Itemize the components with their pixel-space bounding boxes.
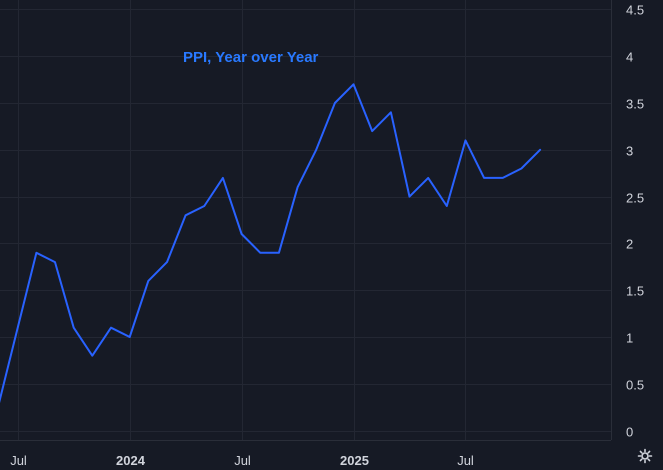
y-tick-label: 3.5 — [626, 97, 644, 112]
y-tick-label: 4.5 — [626, 3, 644, 18]
series — [0, 83, 542, 404]
x-tick-label: 2025 — [340, 453, 369, 468]
x-axis[interactable]: Jul 2024 Jul 2025 Jul — [10, 453, 474, 468]
x-tick-label: Jul — [10, 453, 27, 468]
y-tick-label: 0 — [626, 425, 633, 440]
x-tick-label: Jul — [234, 453, 251, 468]
y-tick-label: 2 — [626, 237, 633, 252]
gear-icon[interactable] — [635, 448, 655, 464]
series-line — [0, 83, 542, 404]
grid — [0, 0, 611, 440]
x-tick-label: 2024 — [116, 453, 146, 468]
y-tick-label: 1.5 — [626, 284, 644, 299]
y-tick-label: 3 — [626, 144, 633, 159]
y-tick-label: 1 — [626, 331, 633, 346]
x-tick-label: Jul — [457, 453, 474, 468]
y-axis[interactable]: 0 0.5 1 1.5 2 2.5 3 3.5 4 4.5 — [626, 3, 644, 440]
chart-title: PPI, Year over Year — [183, 49, 319, 66]
y-tick-label: 4 — [626, 50, 633, 65]
y-tick-label: 2.5 — [626, 191, 644, 206]
y-tick-label: 0.5 — [626, 378, 644, 393]
